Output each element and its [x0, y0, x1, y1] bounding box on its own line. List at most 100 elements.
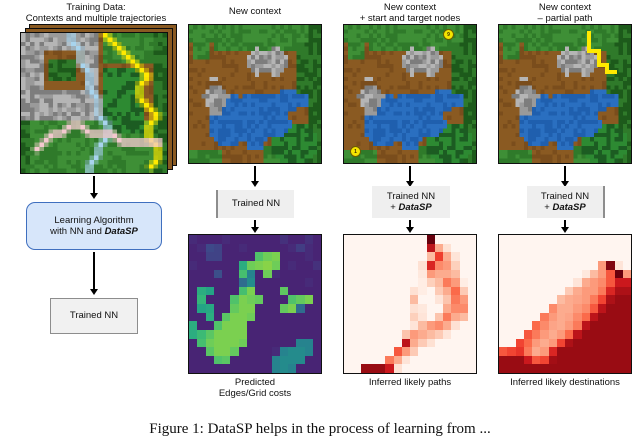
heatmap-cell: [540, 338, 549, 348]
heatmap-cell: [451, 347, 460, 356]
heatmap-cell: [434, 347, 443, 356]
heatmap-cell: [401, 338, 410, 348]
heatmap-cell: [197, 304, 206, 313]
heatmap-cell: [418, 304, 427, 313]
heatmap-cell: [401, 355, 410, 365]
heatmap-cell: [467, 312, 476, 322]
learning-algorithm-line2-prefix: with NN and: [50, 226, 105, 237]
heatmap-cell: [288, 347, 297, 356]
heatmap-cell: [230, 364, 239, 373]
col3-header-line1: New context: [538, 2, 592, 13]
heatmap-cell: [434, 235, 443, 244]
heatmap-cell: [222, 321, 231, 330]
heatmap-cell: [622, 364, 631, 373]
heatmap-cell: [312, 355, 321, 365]
heatmap-cell: [213, 260, 222, 270]
heatmap-cell: [556, 269, 565, 279]
heatmap-cell: [296, 286, 305, 296]
heatmap-cell: [548, 286, 557, 296]
heatmap-cell: [213, 252, 222, 261]
heatmap-cell: [304, 304, 313, 313]
heatmap-cell: [238, 252, 247, 261]
heatmap-cell: [197, 312, 206, 322]
heatmap-cell: [418, 235, 427, 244]
heatmap-cell: [393, 235, 402, 244]
heatmap-cell: [393, 295, 402, 304]
heatmap-cell: [279, 295, 288, 304]
heatmap-cell: [426, 243, 435, 253]
heatmap-cell: [443, 269, 452, 279]
heatmap-cell: [499, 329, 508, 339]
heatmap-cell: [246, 235, 255, 244]
heatmap-cell: [205, 329, 214, 339]
heatmap-cell: [344, 364, 353, 373]
heatmap-cell: [401, 304, 410, 313]
heatmap-cell: [451, 260, 460, 270]
heatmap-cell: [230, 278, 239, 287]
heatmap-cell: [434, 295, 443, 304]
heatmap-cell: [426, 278, 435, 287]
heatmap-cell: [581, 329, 590, 339]
heatmap-cell: [385, 304, 394, 313]
heatmap-cell: [312, 312, 321, 322]
heatmap-cell: [589, 338, 598, 348]
col2-header: New context + start and target nodes: [338, 2, 482, 24]
terrain-canvas: [344, 25, 476, 163]
heatmap-cell: [434, 278, 443, 287]
heatmap-cell: [614, 278, 623, 287]
heatmap-cell: [515, 252, 524, 261]
heatmap-cell: [213, 364, 222, 373]
heatmap-cell: [606, 329, 615, 339]
heatmap-cell: [279, 235, 288, 244]
heatmap-cell: [255, 235, 264, 244]
heatmap-cell: [507, 364, 516, 373]
heatmap-cell: [288, 278, 297, 287]
heatmap-cell: [540, 321, 549, 330]
heatmap-cell: [507, 286, 516, 296]
heatmap-cell: [532, 329, 541, 339]
heatmap-cell: [352, 269, 361, 279]
heatmap-cell: [565, 304, 574, 313]
heatmap-cell: [377, 364, 386, 373]
heatmap-cell: [360, 321, 369, 330]
heatmap-cell: [352, 312, 361, 322]
heatmap-cell: [238, 235, 247, 244]
heatmap-cell: [581, 278, 590, 287]
heatmap-cell: [385, 347, 394, 356]
heatmap-cell: [296, 235, 305, 244]
heatmap-cell: [573, 252, 582, 261]
heatmap-cell: [312, 286, 321, 296]
heatmap-cell: [238, 312, 247, 322]
heatmap-cell: [230, 338, 239, 348]
heatmap-cell: [459, 295, 468, 304]
heatmap-cell: [598, 278, 607, 287]
heatmap-cell: [507, 235, 516, 244]
heatmap-cell: [418, 364, 427, 373]
heatmap-cell: [426, 304, 435, 313]
heatmap-cell: [589, 312, 598, 322]
heatmap-cell: [499, 347, 508, 356]
heatmap-cell: [589, 260, 598, 270]
heatmap-cell: [312, 252, 321, 261]
heatmap-cell: [451, 235, 460, 244]
heatmap-cell: [344, 278, 353, 287]
heatmap-cell: [296, 312, 305, 322]
heatmap-cell: [377, 278, 386, 287]
heatmap-cell: [459, 364, 468, 373]
heatmap-cell: [263, 252, 272, 261]
heatmap-cell: [556, 278, 565, 287]
heatmap-cell: [288, 338, 297, 348]
heatmap-cell: [344, 338, 353, 348]
heatmap-cell: [565, 269, 574, 279]
heatmap-cell: [581, 295, 590, 304]
heatmap-cell: [459, 286, 468, 296]
heatmap-cell: [312, 260, 321, 270]
col2-header-line2: + start and target nodes: [359, 13, 461, 24]
heatmap-cell: [312, 364, 321, 373]
heatmap-cell: [614, 304, 623, 313]
heatmap-cell: [443, 321, 452, 330]
heatmap-cell: [255, 364, 264, 373]
heatmap-cell: [426, 252, 435, 261]
heatmap-cell: [352, 286, 361, 296]
heatmap-cell: [263, 260, 272, 270]
